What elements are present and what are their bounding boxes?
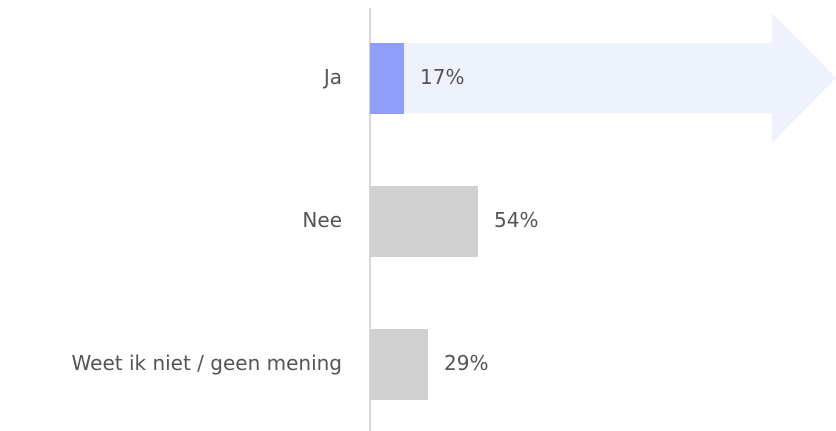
- category-label: Nee: [302, 208, 342, 232]
- bar: [370, 43, 404, 114]
- value-label: 54%: [494, 208, 538, 232]
- highlight-arrow: [370, 13, 836, 143]
- category-label: Ja: [322, 65, 342, 89]
- category-label: Weet ik niet / geen mening: [72, 351, 342, 375]
- value-label: 29%: [444, 351, 488, 375]
- bar: [370, 329, 428, 400]
- bar: [370, 186, 478, 257]
- value-label: 17%: [420, 65, 464, 89]
